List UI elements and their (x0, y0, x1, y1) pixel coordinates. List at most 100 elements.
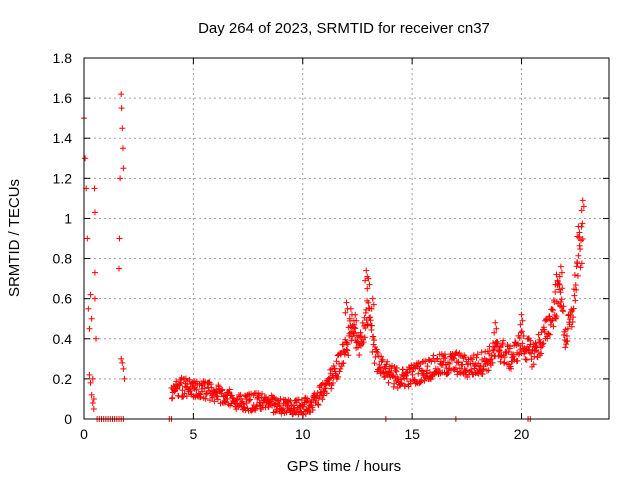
data-point (365, 275, 372, 282)
data-point (360, 339, 367, 346)
data-point (293, 399, 300, 406)
data-point (370, 333, 377, 340)
data-point (571, 292, 578, 299)
data-point (186, 376, 193, 383)
data-point (573, 286, 580, 293)
data-point (522, 356, 529, 363)
data-point (372, 353, 379, 360)
data-point (90, 395, 97, 402)
data-point (505, 348, 512, 355)
data-point (459, 361, 466, 368)
data-point (475, 360, 482, 367)
data-point (538, 350, 545, 357)
data-point (535, 331, 542, 338)
data-point (183, 393, 190, 400)
data-point (456, 350, 463, 357)
data-point (528, 356, 535, 363)
data-point (501, 359, 508, 366)
data-point (578, 207, 585, 214)
data-point (570, 314, 577, 321)
data-point (398, 380, 405, 387)
data-point (430, 352, 437, 359)
data-point (349, 333, 356, 340)
data-point (361, 334, 368, 341)
data-point (355, 340, 362, 347)
y-tick-label: 1.4 (53, 130, 73, 146)
data-point (182, 375, 189, 382)
data-point (489, 359, 496, 366)
data-point (116, 265, 122, 272)
data-point (446, 360, 453, 367)
data-point (340, 360, 347, 367)
x-tick-label: 10 (295, 426, 311, 442)
data-point (369, 295, 376, 302)
data-point (402, 382, 409, 389)
data-point (559, 285, 566, 292)
data-point (467, 354, 474, 361)
data-point (368, 322, 375, 329)
data-point (358, 333, 365, 340)
data-point (201, 385, 208, 392)
data-point (369, 349, 376, 356)
data-point (176, 382, 183, 389)
data-point (558, 269, 565, 276)
data-point (580, 203, 587, 210)
data-point (277, 395, 284, 402)
y-tick-label: 0.2 (53, 371, 73, 387)
data-point (119, 359, 126, 366)
data-point (367, 317, 374, 324)
data-point (554, 277, 561, 284)
y-tick-label: 1 (64, 210, 72, 226)
data-point (488, 352, 495, 359)
data-point (343, 339, 350, 346)
data-point (90, 405, 97, 412)
data-point (419, 358, 426, 365)
data-point (118, 105, 125, 112)
data-point (518, 350, 525, 357)
data-point (575, 252, 582, 259)
data-point (209, 394, 216, 401)
data-point (377, 364, 384, 371)
data-point (333, 358, 340, 365)
data-point (555, 280, 562, 287)
data-point (335, 373, 342, 380)
data-point (315, 401, 322, 408)
data-point (117, 175, 124, 182)
axis-ticks: 0 0.2 0.4 0.6 0.8 1 1.2 1.4 1.6 1.8 0 5 10 15 20 (53, 50, 609, 442)
data-point (462, 354, 469, 361)
data-point (385, 379, 392, 386)
data-point (208, 384, 215, 391)
data-point (550, 307, 556, 314)
x-axis-label: GPS time / hours (287, 458, 401, 475)
data-points (81, 91, 587, 422)
data-point (451, 355, 458, 362)
data-point (391, 380, 398, 387)
data-point (221, 399, 228, 406)
data-point (169, 394, 176, 401)
data-point (82, 155, 89, 162)
y-tick-label: 0.8 (53, 251, 73, 267)
data-point (224, 395, 231, 402)
data-point (547, 321, 554, 328)
data-point (393, 365, 400, 372)
y-axis-label: SRMTID / TECUs (6, 179, 23, 297)
data-point (119, 125, 126, 132)
y-tick-label: 0.6 (53, 291, 73, 307)
data-point (473, 354, 480, 361)
data-point (517, 321, 524, 328)
data-point (276, 401, 283, 408)
y-tick-label: 1.2 (53, 170, 73, 186)
data-point (362, 325, 369, 332)
data-point (366, 281, 373, 288)
data-point (363, 267, 370, 274)
data-point (85, 305, 92, 312)
data-point (539, 341, 546, 348)
data-point (348, 337, 355, 344)
data-point (359, 319, 366, 326)
data-point (491, 329, 498, 336)
y-tick-label: 0.4 (53, 331, 73, 347)
data-point (309, 407, 316, 414)
data-point (520, 332, 527, 339)
data-point (295, 396, 302, 403)
data-point (193, 386, 200, 393)
